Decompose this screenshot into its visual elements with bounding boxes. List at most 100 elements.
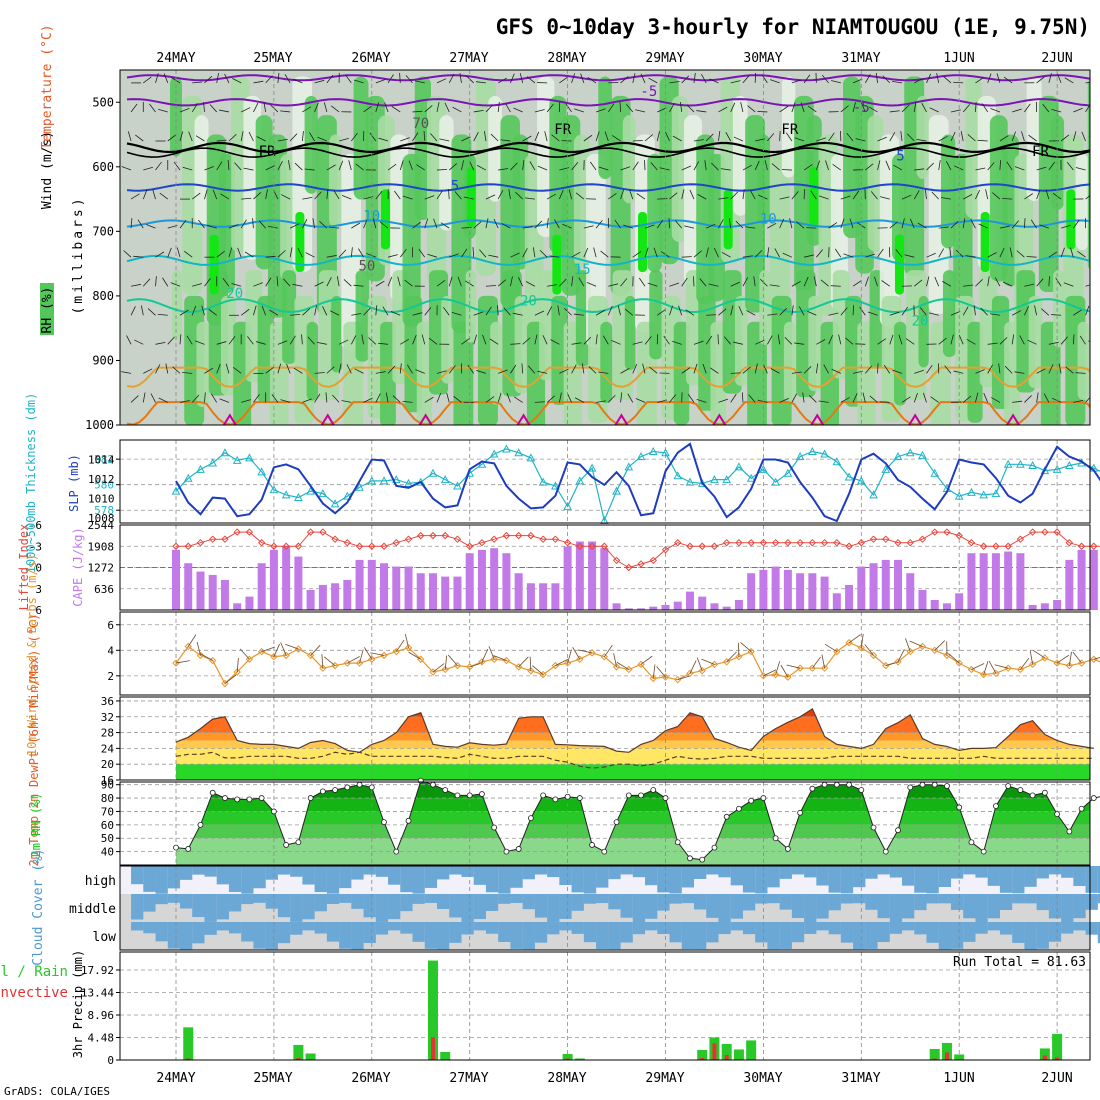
wind-barb [326,277,332,287]
wind-barb [121,166,132,171]
cloud-cell [559,894,572,919]
cloud-cell [522,894,535,910]
lifted-index-point [735,539,743,547]
isotherm-peak [418,413,433,425]
thickness-point [746,473,756,482]
wind-barb [816,137,826,142]
wind-barb [950,334,954,345]
wind-barb [485,218,489,229]
wind-barb [832,163,842,171]
lifted-index-tick-label: 3 [35,583,42,596]
lifted-index-point [637,560,645,568]
thickness-point [722,475,732,484]
wind-barb [1085,305,1090,316]
slp-axis-label: SLP (mb) [67,454,81,512]
wind-barb [564,308,572,316]
cloud-cell [693,894,707,910]
temp2m-tick-label: 20 [101,758,114,771]
thickness-point [196,464,205,473]
wind-barb [415,369,425,374]
wind-barb [557,305,560,316]
rh-field-blob [1053,270,1065,348]
wind-barb [508,189,511,200]
wind-barb [864,365,873,374]
wind-barb [889,311,900,316]
temp2m-axis-label: 2m Temp 2m DewPt (6hr Min/Max) (°C) [27,614,41,867]
wind-barb [1048,161,1056,171]
wind-barb [525,281,536,287]
wind-barb [975,167,986,171]
wind10-barb [1029,650,1034,665]
wind-barb [975,77,985,84]
cape-bar [331,583,340,610]
date-label-bottom: 25MAY [253,1071,292,1086]
wind-barb [400,338,410,345]
lifted-index-axis-label: Lifted Index [17,524,31,611]
wind-barb [953,370,964,374]
wind-barb [163,73,169,84]
wind-barb [237,247,242,258]
wind-barb [784,336,793,345]
wind-barb [1041,308,1050,316]
cloud-cell [645,894,658,919]
wind-barb [1011,131,1016,142]
wind-barb [428,337,438,345]
lifted-index-point [967,539,976,547]
wind-barb [522,160,525,171]
rh-field-blob [1077,321,1089,400]
cloud-cell [436,922,450,950]
wind-barb [987,276,990,287]
date-label-top: 2JUN [1041,51,1072,66]
rh2m-point [295,839,302,846]
cloud-cell [914,894,927,911]
precip-total-bar [574,1058,585,1060]
wind-barb [852,305,854,316]
wind-barb [967,134,976,142]
wind-barb [742,277,749,287]
wind-barb [369,132,377,142]
wind-barb [448,163,458,171]
rh2m-tick-label: 40 [101,846,114,859]
rh-field-blob [381,189,391,250]
rh2m-point [858,787,865,793]
cape-bar [502,553,511,610]
thickness-point [551,481,560,490]
lifted-index-point [784,539,792,547]
rh2m-point [442,787,449,793]
wind10-barb [364,647,373,660]
wind-barb [219,398,230,403]
pressure-tick-label: 700 [92,224,114,238]
cape-bar [588,541,597,610]
cape-bar [710,603,719,610]
cloud-cell [865,922,878,949]
wind10-point [649,674,657,683]
wind-barb [469,160,475,171]
thickness-point [245,453,254,462]
cloud-cell [265,894,278,909]
wind-barb [302,106,312,113]
wind-barb [999,225,1010,229]
pressure-tick-label: 800 [92,289,114,303]
wind-barb [941,197,952,200]
lifted-index-point [612,556,621,565]
wind-barb [497,101,500,113]
contour-label: 70 [412,116,429,132]
wind-barb [265,277,272,287]
cloud-cell [424,866,438,888]
wind10-barb [696,657,703,671]
cape-bar [282,546,291,610]
wind-barb [265,165,275,171]
cloud-cell [1036,922,1049,949]
wind-barb [864,74,871,84]
wind-barb [852,78,863,84]
lifted-index-point [857,539,866,547]
wind-barb [930,396,939,403]
wind10-barb [616,661,629,670]
wind-barb [379,221,389,229]
cloud-cell [1024,866,1037,887]
cloud-cell [473,866,486,885]
lifted-index-point [833,539,841,547]
wind-barb [503,307,511,316]
wind10-tick-label: 4 [107,644,114,657]
wind-barb [767,335,773,345]
